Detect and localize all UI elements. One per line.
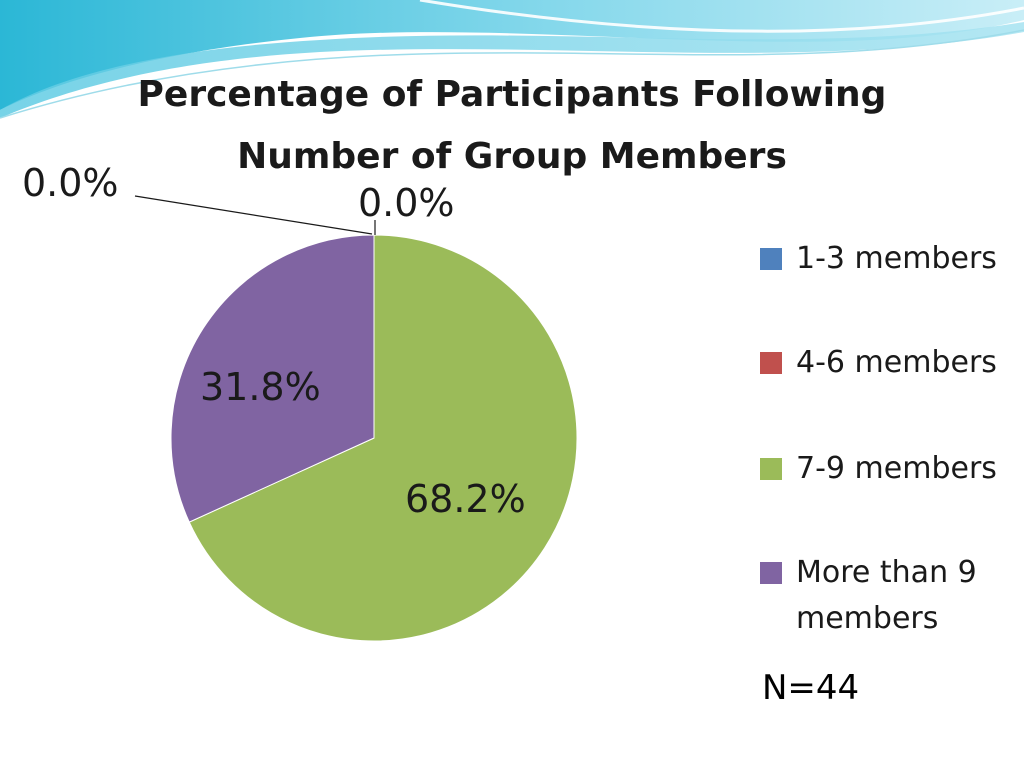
legend-swatch-4-6-members [760, 352, 782, 374]
chart-title-line-2: Number of Group Members [237, 136, 787, 177]
chart-title-line-1: Percentage of Participants Following [137, 74, 887, 115]
leader-line-1-3-members [134, 195, 373, 235]
legend-swatch-7-9-members [760, 458, 782, 480]
pie-slice-more-than-9-members [170, 234, 375, 523]
legend-swatch-1-3-members [760, 248, 782, 270]
legend-label-7-9-members: 7-9 members [796, 451, 997, 486]
data-label-more-than-9-members: 31.8% [200, 365, 321, 409]
legend-swatch-more-than-9-members [760, 562, 782, 584]
legend-label-4-6-members: 4-6 members [796, 345, 997, 380]
legend-label-1-3-members: 1-3 members [796, 241, 997, 276]
pie-slice-7-9-members [188, 234, 578, 642]
header-wave-decoration [0, 0, 1024, 119]
data-label-1-3-members: 0.0% [22, 161, 119, 205]
data-label-4-6-members: 0.0% [358, 181, 455, 225]
legend-label-more-than-9-members: More than 9 members [796, 555, 977, 636]
sample-size-note: N=44 [762, 668, 860, 708]
data-label-7-9-members: 68.2% [405, 477, 526, 521]
